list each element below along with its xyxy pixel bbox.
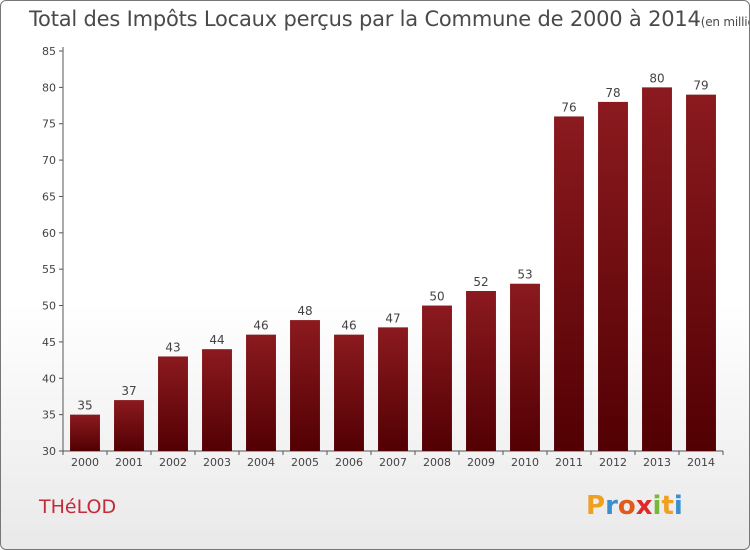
y-tick-label: 70: [42, 154, 56, 167]
value-label-2005: 48: [297, 304, 312, 318]
chart-title: Total des Impôts Locaux perçus par la Co…: [29, 7, 749, 31]
x-tick-label-2000: 2000: [71, 456, 99, 469]
bar-2014: [686, 94, 716, 452]
bar-2008: [422, 305, 452, 451]
value-label-2013: 80: [649, 71, 664, 85]
y-tick-label: 40: [42, 372, 56, 385]
x-tick-label-2010: 2010: [511, 456, 539, 469]
value-label-2004: 46: [253, 319, 268, 333]
x-tick-label-2009: 2009: [467, 456, 495, 469]
y-tick-label: 65: [42, 190, 56, 203]
bar-2004: [246, 334, 276, 451]
value-label-2010: 53: [517, 268, 532, 282]
value-label-2001: 37: [121, 384, 136, 398]
bar-2010: [510, 283, 540, 451]
x-tick-label-2014: 2014: [687, 456, 715, 469]
value-label-2011: 76: [561, 100, 576, 114]
value-label-2009: 52: [473, 275, 488, 289]
y-tick-label: 50: [42, 300, 56, 313]
value-label-2012: 78: [605, 86, 620, 100]
chart-bars: [70, 87, 716, 452]
bar-2006: [334, 334, 364, 451]
logo-letter: t: [661, 491, 674, 521]
x-tick-label-2013: 2013: [643, 456, 671, 469]
bar-2001: [114, 400, 144, 451]
bar-2012: [598, 101, 628, 451]
value-label-2000: 35: [77, 399, 92, 413]
chart-labels: 2000 35 2001 37 2002 43 2003 44 2004 46 2005 48 2006…: [71, 71, 715, 469]
bar-2000: [70, 414, 100, 451]
value-label-2003: 44: [209, 333, 224, 347]
y-tick-label: 85: [42, 45, 56, 58]
y-tick-label: 80: [42, 81, 56, 94]
chart-title-text: Total des Impôts Locaux perçus par la Co…: [29, 7, 701, 31]
x-tick-label-2012: 2012: [599, 456, 627, 469]
y-tick-label: 60: [42, 227, 56, 240]
x-tick-label-2005: 2005: [291, 456, 319, 469]
bar-2011: [554, 116, 584, 452]
chart-axes: 30 35 40 45 50 55 60 65 70 75 80 85: [42, 45, 724, 458]
x-tick-label-2003: 2003: [203, 456, 231, 469]
logo-letter: P: [586, 491, 606, 521]
x-tick-label-2006: 2006: [335, 456, 363, 469]
bar-2002: [158, 356, 188, 451]
chart-title-unit: (en milliers d'€): [700, 15, 749, 29]
value-label-2006: 46: [341, 319, 356, 333]
proxiti-logo: Proxiti: [586, 491, 683, 521]
bar-2007: [378, 327, 408, 451]
bar-2005: [290, 320, 320, 451]
commune-name: THéLOD: [39, 496, 117, 518]
y-tick-label: 55: [42, 263, 56, 276]
value-label-2002: 43: [165, 340, 180, 354]
y-tick-label: 75: [42, 118, 56, 131]
x-tick-label-2002: 2002: [159, 456, 187, 469]
logo-letter: o: [617, 491, 636, 521]
logo-letter: r: [605, 491, 618, 521]
x-tick-label-2007: 2007: [379, 456, 407, 469]
logo-letter: i: [673, 491, 683, 521]
y-tick-label: 45: [42, 336, 56, 349]
x-tick-label-2008: 2008: [423, 456, 451, 469]
value-label-2008: 50: [429, 290, 444, 304]
y-tick-label: 30: [42, 445, 56, 458]
value-label-2007: 47: [385, 311, 400, 325]
x-tick-label-2011: 2011: [555, 456, 583, 469]
y-tick-label: 35: [42, 409, 56, 422]
bar-2003: [202, 349, 232, 451]
bar-2013: [642, 87, 672, 451]
x-tick-label-2001: 2001: [115, 456, 143, 469]
bar-2009: [466, 291, 496, 451]
logo-letter: x: [635, 491, 653, 521]
logo-letter: i: [652, 491, 662, 521]
x-tick-label-2004: 2004: [247, 456, 275, 469]
value-label-2014: 79: [693, 79, 708, 93]
